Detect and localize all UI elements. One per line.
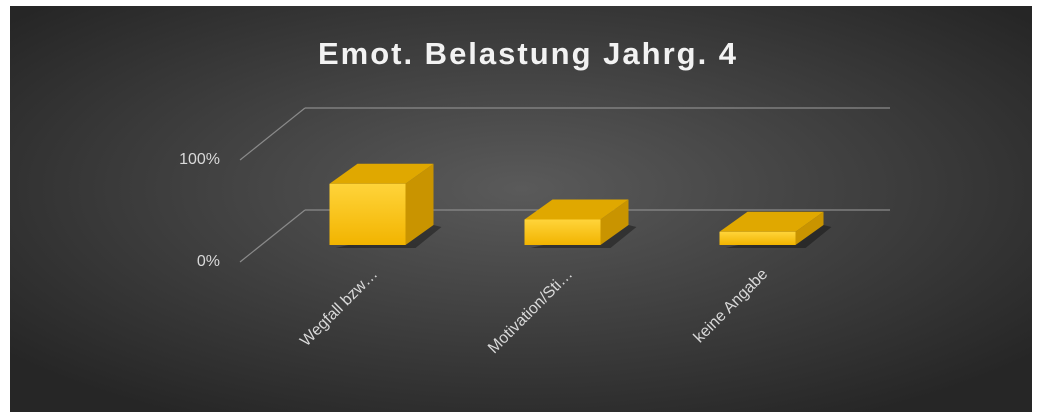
grid-line	[239, 107, 306, 161]
bar	[329, 163, 442, 248]
bar-top	[524, 199, 629, 220]
bar-side	[405, 163, 434, 245]
bar-side	[795, 211, 824, 245]
bar	[524, 199, 637, 248]
y-tick-label: 0%	[197, 253, 220, 270]
bar-front	[719, 231, 796, 245]
bar-front	[329, 183, 406, 245]
bar-top	[719, 211, 824, 232]
bar-side	[600, 199, 629, 245]
bar-front	[524, 219, 601, 245]
y-tick-label: 100%	[179, 151, 220, 168]
chart-title: Emot. Belastung Jahrg. 4	[318, 36, 738, 71]
chart-background	[10, 6, 1032, 412]
bar	[719, 211, 832, 248]
grid-line	[239, 209, 306, 263]
bar-top	[329, 163, 434, 184]
